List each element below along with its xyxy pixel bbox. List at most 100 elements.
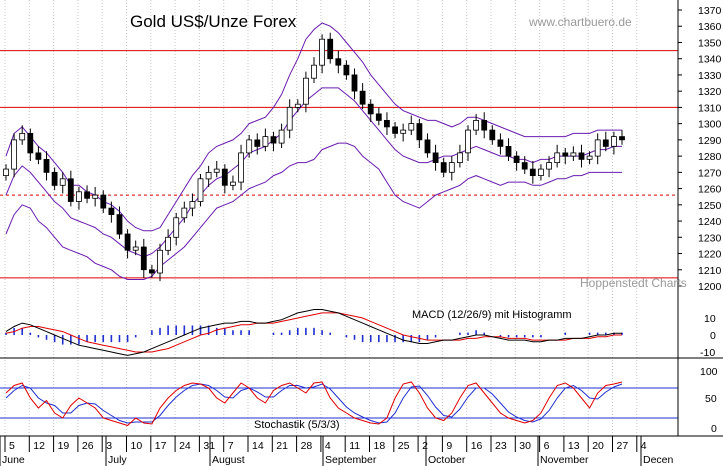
- time-tick-label: 4: [325, 440, 331, 452]
- candle-body: [408, 123, 415, 131]
- time-tick-label: 18: [374, 440, 386, 452]
- month-label: October: [428, 454, 466, 466]
- time-tick-label: 9: [446, 440, 452, 452]
- macd-tick-label: 0: [710, 330, 716, 342]
- stochastic-d-line: [5, 383, 623, 424]
- price-tick-label: 1360: [698, 21, 722, 33]
- stochastic-tick-label: 100: [700, 366, 718, 378]
- time-tick-label: 12: [33, 440, 45, 452]
- macd-panel: [5, 309, 623, 356]
- time-tick-label: 20: [592, 440, 604, 452]
- month-label: Decen: [643, 454, 674, 466]
- time-tick-label: 23: [495, 440, 507, 452]
- candle-body: [489, 129, 496, 141]
- month-label: November: [540, 454, 589, 466]
- time-tick-label: 13: [568, 440, 580, 452]
- candle-body: [359, 90, 366, 105]
- price-tick-label: 1320: [698, 86, 722, 98]
- candle-body: [343, 64, 350, 76]
- candle-body: [481, 120, 488, 131]
- time-tick-label: 17: [155, 440, 167, 452]
- time-tick-label: 25: [398, 440, 410, 452]
- candle-body: [546, 162, 552, 170]
- price-tick-label: 1330: [698, 70, 722, 82]
- candle-body: [19, 132, 26, 141]
- candle-body: [278, 129, 285, 144]
- candle-body: [578, 152, 585, 160]
- candle-body: [383, 120, 390, 128]
- candle-body: [611, 136, 617, 147]
- candle-body: [205, 171, 212, 180]
- candle-body: [311, 64, 317, 79]
- candle-body: [246, 139, 253, 154]
- candle-body: [497, 139, 504, 147]
- candle-body: [473, 120, 480, 131]
- time-tick-label: 10: [131, 440, 143, 452]
- candle-body: [108, 207, 115, 216]
- time-tick-label: 14: [252, 440, 264, 452]
- time-tick-label: 3: [106, 440, 112, 452]
- candle-body: [351, 74, 358, 92]
- candle-body: [513, 155, 520, 164]
- price-tick-label: 1300: [698, 119, 722, 131]
- horizontal-levels: [0, 50, 678, 279]
- candle-body: [221, 168, 228, 186]
- candle-body: [521, 162, 528, 170]
- candle-body: [432, 152, 439, 163]
- candle-body: [586, 155, 593, 160]
- candle-body: [562, 152, 569, 157]
- candle-body: [67, 178, 74, 202]
- candle-body: [327, 38, 334, 60]
- candle-body: [51, 171, 58, 186]
- candle-body: [157, 249, 163, 274]
- time-tick-label: 31: [203, 440, 215, 452]
- time-tick-label: 5: [9, 440, 15, 452]
- candle-body: [392, 126, 399, 134]
- candle-body: [92, 194, 99, 199]
- watermark: www.chartbuero.de: [528, 15, 632, 29]
- month-label: August: [212, 454, 245, 466]
- macd-tick-label: 10: [704, 313, 716, 325]
- candle-body: [165, 236, 172, 251]
- time-tick-label: 26: [82, 440, 94, 452]
- candle-body: [189, 201, 196, 209]
- time-tick-label: 24: [179, 440, 191, 452]
- price-tick-label: 1350: [698, 37, 722, 49]
- candle-body: [529, 168, 536, 177]
- candle-body: [302, 77, 309, 105]
- price-tick-label: 1280: [698, 151, 722, 163]
- candle-body: [440, 162, 447, 173]
- candle-body: [124, 233, 131, 251]
- bollinger-upper: [5, 22, 622, 232]
- candle-body: [294, 103, 301, 108]
- candle-body: [262, 136, 269, 147]
- candle-body: [35, 152, 42, 160]
- price-tick-label: 1290: [698, 135, 722, 147]
- candle-body: [424, 139, 431, 154]
- candle-body: [213, 168, 220, 173]
- time-tick-label: 16: [471, 440, 483, 452]
- price-tick-label: 1310: [698, 102, 722, 114]
- chart-title: Gold US$/Unze Forex: [130, 12, 297, 31]
- price-candles: [3, 32, 625, 282]
- candle-body: [181, 207, 188, 219]
- candle-body: [554, 152, 561, 163]
- candle-body: [3, 168, 9, 177]
- candle-body: [229, 181, 236, 186]
- macd-label: MACD (12/26/9) mit Histogramm: [412, 309, 572, 321]
- candle-body: [270, 136, 277, 144]
- candle-body: [505, 145, 512, 157]
- candle-body: [602, 139, 609, 147]
- candle-body: [197, 178, 204, 202]
- candle-body: [286, 107, 293, 131]
- time-tick-label: 27: [617, 440, 629, 452]
- stochastic-label: Stochastik (5/3/3): [254, 419, 340, 431]
- source-note: Hoppenstedt Charts: [580, 276, 687, 290]
- time-tick-label: 4: [641, 440, 647, 452]
- time-tick-label: 30: [519, 440, 531, 452]
- time-tick-label: 11: [349, 440, 360, 452]
- bollinger-lower: [5, 142, 622, 280]
- candle-body: [116, 214, 123, 235]
